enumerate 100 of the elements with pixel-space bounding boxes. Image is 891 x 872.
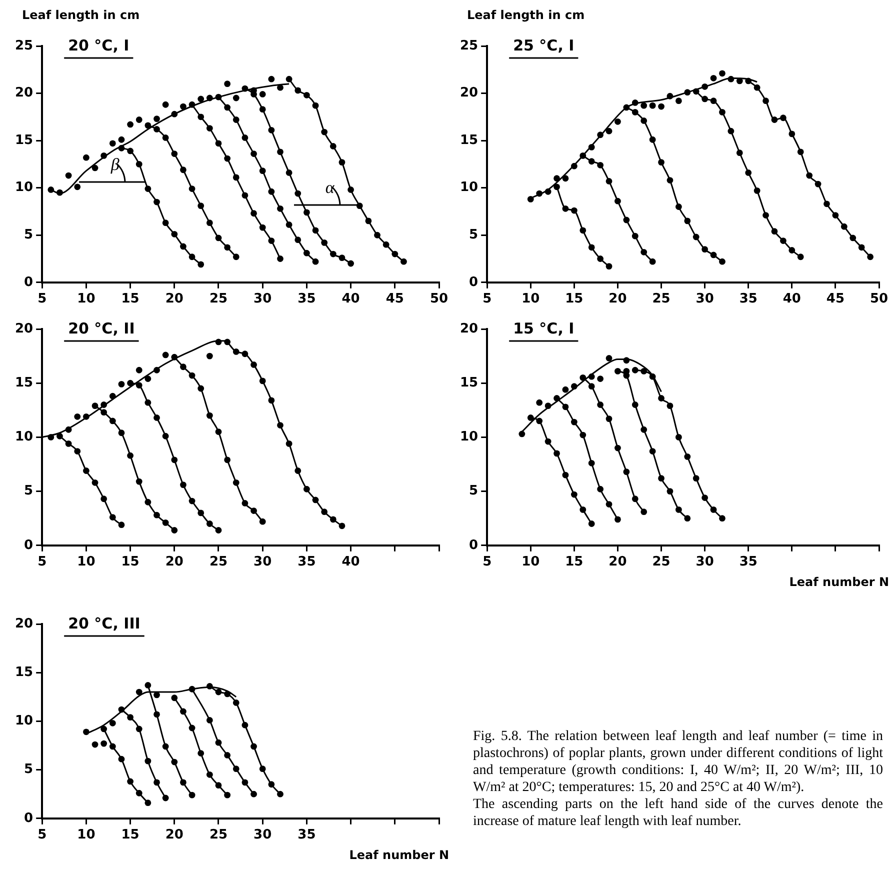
point [374, 232, 380, 238]
point [232, 479, 240, 486]
point [215, 428, 222, 435]
point [144, 376, 152, 382]
point [242, 722, 248, 728]
point [259, 518, 266, 525]
point [242, 350, 248, 358]
point [649, 258, 656, 265]
x-tick-label: 50 [430, 292, 448, 307]
point [127, 714, 134, 721]
y-tick-label: 5 [469, 227, 478, 242]
annotation: α [324, 178, 336, 198]
point [658, 475, 664, 482]
point [597, 376, 604, 382]
point [250, 790, 257, 798]
point [338, 522, 346, 530]
point [544, 188, 552, 195]
point [118, 430, 125, 436]
x-tick-label: 15 [121, 828, 140, 843]
point [580, 432, 586, 438]
point [171, 150, 178, 157]
point [518, 430, 526, 438]
point [277, 422, 284, 428]
x-tick-label: 15 [565, 292, 584, 307]
y-tick-label: 0 [24, 538, 34, 553]
x-tick-label: 20 [608, 554, 627, 570]
point [277, 790, 284, 798]
point [162, 432, 169, 440]
y-tick-label: 20 [14, 86, 34, 101]
point [259, 378, 266, 384]
point [82, 728, 90, 736]
point [562, 175, 569, 182]
point [294, 87, 302, 94]
point [623, 468, 630, 476]
x-tick-label: 10 [522, 554, 540, 570]
point [206, 412, 213, 419]
point [144, 186, 152, 192]
point [188, 498, 196, 504]
chart-title: 25 °C, I [513, 36, 574, 54]
x-tick-label: 5 [38, 828, 47, 843]
point [118, 522, 125, 528]
point [180, 243, 186, 250]
point [136, 116, 142, 123]
point [321, 128, 328, 136]
point [250, 210, 257, 217]
point [588, 144, 595, 150]
point [640, 248, 648, 256]
point [382, 241, 390, 248]
point [294, 190, 302, 197]
point [92, 164, 98, 172]
point [268, 126, 275, 134]
point [198, 750, 204, 756]
point [719, 108, 726, 116]
y-tick-label: 20 [14, 321, 34, 336]
point [649, 102, 656, 109]
caption: Fig. 5.8. The relation between leaf length and leaf number (= time in plastochrons) of poplar plants, grown under different conditions of light and temperature (growth conditions: I, 40 W/m²; II, 20 W/m²; III, 10 W/m² at 20°C; temperatures: 15, 20 and 25°C at 40 W/m²). [473, 728, 883, 796]
point [206, 220, 213, 226]
point [65, 172, 72, 179]
y-tick-label: 0 [24, 274, 34, 290]
point [554, 175, 560, 182]
point [666, 92, 674, 100]
point [232, 348, 240, 355]
point [640, 368, 648, 374]
point [144, 498, 152, 506]
x-tick-label: 25 [209, 554, 228, 570]
point [554, 184, 560, 190]
point [632, 100, 638, 106]
point [392, 250, 398, 258]
point [684, 218, 691, 224]
point [710, 506, 717, 513]
point [118, 756, 125, 762]
point [162, 352, 169, 358]
point [171, 694, 178, 702]
point [127, 121, 134, 128]
x-tick-label: 40 [782, 292, 801, 307]
point [250, 150, 257, 157]
point [268, 76, 275, 82]
point [762, 212, 769, 218]
point [198, 510, 204, 516]
point [92, 479, 98, 486]
chart-title: 20 °C, II [68, 319, 135, 338]
point [614, 118, 621, 125]
point [144, 399, 152, 406]
point [82, 154, 90, 161]
point [136, 382, 142, 388]
point [606, 263, 612, 270]
x-tick-label: 5 [482, 554, 492, 570]
point [286, 76, 292, 82]
point [771, 116, 778, 123]
point [710, 98, 717, 104]
point [580, 227, 586, 234]
point [338, 254, 346, 262]
point [614, 516, 621, 523]
point [824, 200, 830, 208]
x-tick-label: 10 [77, 828, 96, 843]
point [632, 232, 638, 240]
x-tick-label: 45 [386, 292, 404, 307]
point [109, 720, 116, 726]
point [127, 778, 134, 785]
point [330, 516, 336, 523]
